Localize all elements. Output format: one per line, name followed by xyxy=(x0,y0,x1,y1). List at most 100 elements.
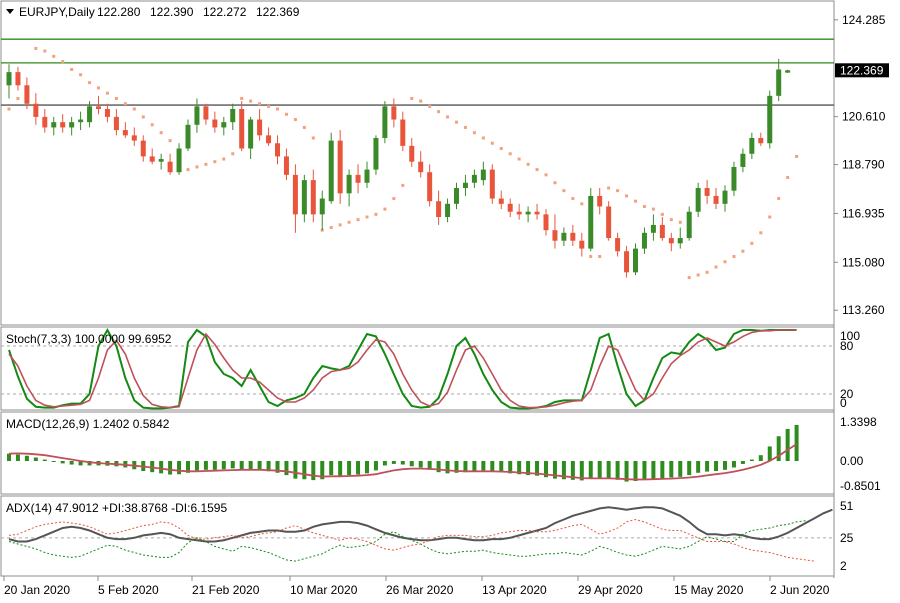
sar-dot xyxy=(293,118,297,122)
sar-dot xyxy=(79,73,83,77)
sar-dot xyxy=(553,181,557,185)
sar-dot xyxy=(777,197,781,201)
stoch-tick-label: 80 xyxy=(840,339,854,353)
candle-bull xyxy=(722,190,728,204)
sar-dot xyxy=(463,125,467,129)
sar-dot xyxy=(517,157,521,161)
candle-bull xyxy=(230,109,236,123)
macd-hist-bar xyxy=(669,461,674,478)
macd-hist-bar xyxy=(400,461,405,465)
candle-bull xyxy=(471,174,477,183)
sar-dot xyxy=(544,173,548,177)
candle-bear xyxy=(570,232,576,241)
sar-dot xyxy=(159,131,163,135)
macd-hist-bar xyxy=(284,461,289,476)
candles xyxy=(6,58,791,278)
macd-hist-bar xyxy=(642,461,647,480)
date-tick-label: 21 Feb 2020 xyxy=(192,583,260,597)
ohlc-close: 122.369 xyxy=(256,5,300,19)
candle-bear xyxy=(310,180,316,215)
stoch-signal-line xyxy=(8,329,797,409)
macd-hist-bar xyxy=(606,461,611,479)
price-tick-label: 113.260 xyxy=(842,303,885,317)
date-tick-label: 29 Apr 2020 xyxy=(578,583,643,597)
sar-dot xyxy=(732,255,736,259)
adx-plus-di-line xyxy=(8,520,806,562)
candle-bear xyxy=(283,156,289,175)
macd-hist-bar xyxy=(311,461,316,481)
sar-dot xyxy=(141,115,145,119)
candle-bear xyxy=(498,198,504,204)
candle-bear xyxy=(149,156,155,162)
macd-hist-bar xyxy=(490,461,495,472)
macd-signal-line xyxy=(8,443,798,481)
candle-bull xyxy=(69,122,75,128)
macd-hist-bar xyxy=(696,461,701,473)
sar-dot xyxy=(374,212,378,216)
price-tick-label: 115.080 xyxy=(842,255,885,269)
sar-dot xyxy=(437,110,441,114)
sar-dot xyxy=(347,220,351,224)
candle-bear xyxy=(615,238,621,252)
stoch-lines xyxy=(8,327,797,410)
sar-dot xyxy=(249,99,253,103)
candle-bear xyxy=(60,122,66,128)
candle-bear xyxy=(292,174,298,215)
date-tick-label: 2 Jun 2020 xyxy=(770,583,830,597)
candle-bear xyxy=(597,195,603,207)
sar-dot xyxy=(222,157,226,161)
sar-dot xyxy=(678,220,682,224)
candle-bear xyxy=(606,206,612,239)
sar-dot xyxy=(786,175,790,179)
sar-dot xyxy=(88,81,92,85)
candle-bear xyxy=(122,130,128,136)
sar-dot xyxy=(267,104,271,108)
sar-dot xyxy=(383,207,387,211)
macd-hist-bar xyxy=(365,461,369,474)
symbol-dropdown-icon[interactable] xyxy=(6,9,14,14)
macd-hist-bar xyxy=(499,461,504,473)
adx-tick-label: 2 xyxy=(840,559,847,573)
candle-bear xyxy=(266,135,272,144)
candle-bear xyxy=(400,119,406,146)
macd-hist-bar xyxy=(24,455,29,461)
macd-label: MACD(12,26,9) 1.2402 0.5842 xyxy=(6,417,170,431)
sar-dot xyxy=(43,49,47,53)
macd-hist-bar xyxy=(472,461,477,472)
date-tick-label: 15 May 2020 xyxy=(674,583,744,597)
candle-bear xyxy=(436,201,442,217)
sar-dot xyxy=(696,273,700,277)
sar-dot xyxy=(61,60,65,64)
macd-hist-bar xyxy=(776,436,781,461)
macd-hist-bar xyxy=(230,461,235,469)
macd-hist-bar xyxy=(186,461,190,473)
sar-dot xyxy=(231,152,235,156)
sar-dot xyxy=(526,162,530,166)
macd-hist-bar xyxy=(382,461,387,466)
adx-lines xyxy=(8,506,833,562)
sar-dot xyxy=(660,212,664,216)
macd-hist-bar xyxy=(257,461,262,471)
candle-bull xyxy=(641,232,647,249)
sar-dot xyxy=(428,104,432,108)
macd-hist-bar xyxy=(33,457,38,461)
macd-hist-bar xyxy=(168,461,173,475)
sar-dot xyxy=(481,136,485,140)
macd-hist-bar xyxy=(347,461,352,476)
candle-bull xyxy=(328,140,334,202)
macd-hist-bar xyxy=(481,461,486,471)
date-tick-label: 26 Mar 2020 xyxy=(386,583,454,597)
candle-bear xyxy=(704,188,710,196)
sar-dot xyxy=(204,162,208,166)
sar-dot xyxy=(168,139,172,143)
sar-dot xyxy=(795,154,799,158)
candle-bear xyxy=(275,143,280,157)
candle-bear xyxy=(42,116,48,128)
sar-dot xyxy=(276,107,279,111)
candle-bear xyxy=(391,106,397,120)
sar-dot xyxy=(472,131,476,135)
ohlc-high: 122.390 xyxy=(150,5,194,19)
sar-dot xyxy=(213,160,217,164)
